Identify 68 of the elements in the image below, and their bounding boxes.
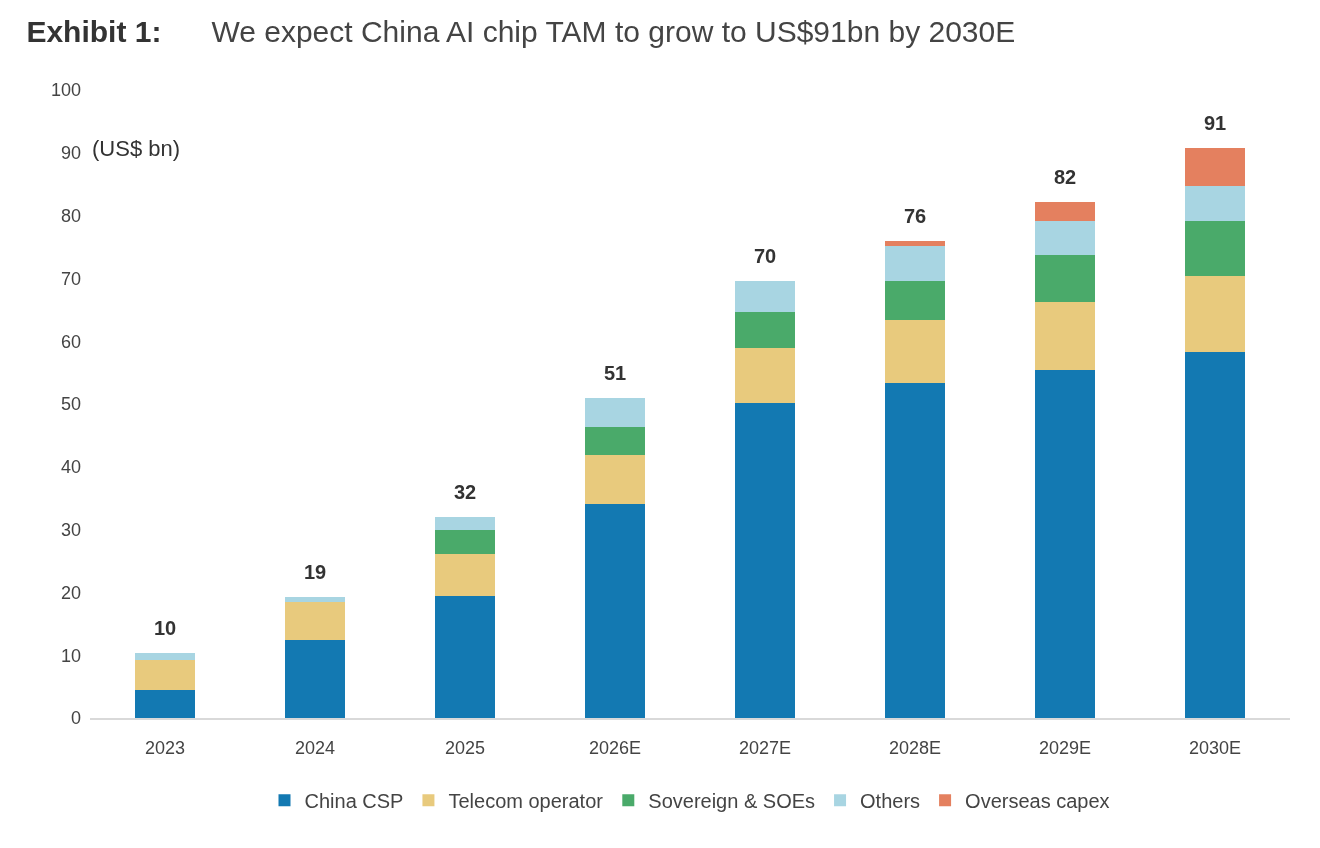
legend-label: Telecom operator bbox=[448, 790, 604, 813]
bar bbox=[135, 689, 195, 718]
y-tick-label: 90 bbox=[60, 143, 81, 164]
y-tick-label: 70 bbox=[60, 268, 81, 289]
bar bbox=[1035, 202, 1095, 221]
bar bbox=[585, 454, 645, 504]
bar bbox=[285, 640, 345, 718]
y-axis-title: (US$ bn) bbox=[92, 136, 181, 161]
bar bbox=[1185, 220, 1245, 276]
x-tick-label: 2027E bbox=[738, 737, 792, 758]
y-tick-label: 60 bbox=[60, 331, 81, 352]
bar bbox=[735, 312, 795, 349]
total-label: 82 bbox=[1054, 166, 1077, 188]
bar bbox=[1185, 275, 1245, 352]
total-label: 70 bbox=[754, 245, 777, 267]
total-label: 32 bbox=[454, 481, 477, 503]
bar bbox=[285, 596, 345, 602]
bar bbox=[1035, 370, 1095, 718]
bar bbox=[885, 383, 945, 718]
bar bbox=[1035, 220, 1095, 255]
x-tick-label: 2030E bbox=[1188, 737, 1242, 758]
bar bbox=[735, 402, 795, 718]
y-tick-label: 0 bbox=[70, 708, 81, 729]
bar bbox=[435, 554, 495, 596]
bar bbox=[885, 245, 945, 281]
legend-label: Overseas capex bbox=[965, 790, 1110, 813]
x-tick-label: 2029E bbox=[1038, 737, 1092, 758]
y-tick-label: 30 bbox=[60, 519, 81, 540]
bar bbox=[585, 503, 645, 718]
legend-label: Others bbox=[860, 790, 921, 813]
bar bbox=[885, 280, 945, 321]
x-tick-label: 2026E bbox=[588, 737, 642, 758]
bar bbox=[135, 653, 195, 660]
chart-title: Exhibit 1: bbox=[26, 15, 162, 49]
bar bbox=[435, 595, 495, 718]
x-tick-label: 2025 bbox=[444, 737, 486, 758]
bar bbox=[585, 426, 645, 455]
y-tick-label: 50 bbox=[60, 394, 81, 415]
bar bbox=[1185, 351, 1245, 718]
x-tick-label: 2023 bbox=[144, 737, 186, 758]
y-tick-label: 40 bbox=[60, 457, 81, 478]
y-tick-label: 20 bbox=[60, 582, 81, 603]
legend-label: China CSP bbox=[304, 790, 404, 813]
total-label: 19 bbox=[304, 561, 327, 583]
chart-subtitle: We expect China AI chip TAM to grow to US$91bn by 2030E bbox=[211, 15, 1016, 49]
bar bbox=[735, 280, 795, 313]
legend-label: Sovereign & SOEs bbox=[648, 790, 816, 813]
bar bbox=[435, 517, 495, 530]
bar bbox=[585, 398, 645, 427]
y-tick-label: 80 bbox=[60, 205, 81, 226]
bar bbox=[135, 659, 195, 690]
bar bbox=[1185, 186, 1245, 221]
y-tick-label: 10 bbox=[60, 645, 81, 666]
y-tick-label: 100 bbox=[50, 80, 81, 101]
bar bbox=[735, 348, 795, 403]
total-label: 51 bbox=[604, 362, 627, 384]
x-tick-label: 2024 bbox=[294, 737, 336, 758]
total-label: 76 bbox=[904, 205, 927, 227]
bar bbox=[1035, 302, 1095, 371]
bar bbox=[885, 240, 945, 246]
bar bbox=[885, 320, 945, 384]
bar bbox=[1185, 147, 1245, 187]
total-label: 10 bbox=[154, 617, 177, 639]
bar bbox=[285, 601, 345, 641]
x-tick-label: 2028E bbox=[888, 737, 942, 758]
bar bbox=[435, 529, 495, 555]
bar bbox=[1035, 254, 1095, 303]
total-label: 91 bbox=[1204, 112, 1227, 134]
